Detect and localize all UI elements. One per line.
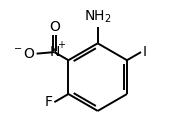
Text: NH$_2$: NH$_2$ — [84, 9, 112, 25]
Text: +: + — [57, 40, 65, 50]
Text: I: I — [143, 45, 147, 59]
Text: F: F — [45, 95, 53, 109]
Text: $^-$O: $^-$O — [11, 47, 35, 61]
Text: N: N — [49, 45, 59, 59]
Text: O: O — [49, 20, 60, 34]
